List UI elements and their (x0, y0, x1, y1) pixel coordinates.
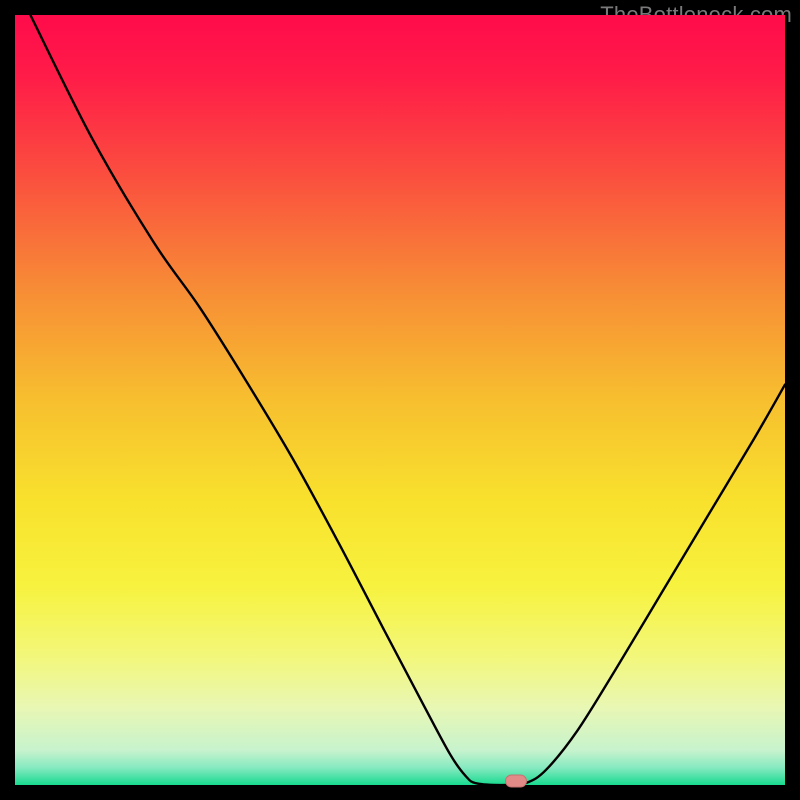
optimal-point-marker (505, 775, 527, 788)
chart-svg (15, 15, 785, 785)
chart-frame: TheBottleneck.com (0, 0, 800, 800)
gradient-background (15, 15, 785, 785)
plot-area (15, 15, 785, 785)
